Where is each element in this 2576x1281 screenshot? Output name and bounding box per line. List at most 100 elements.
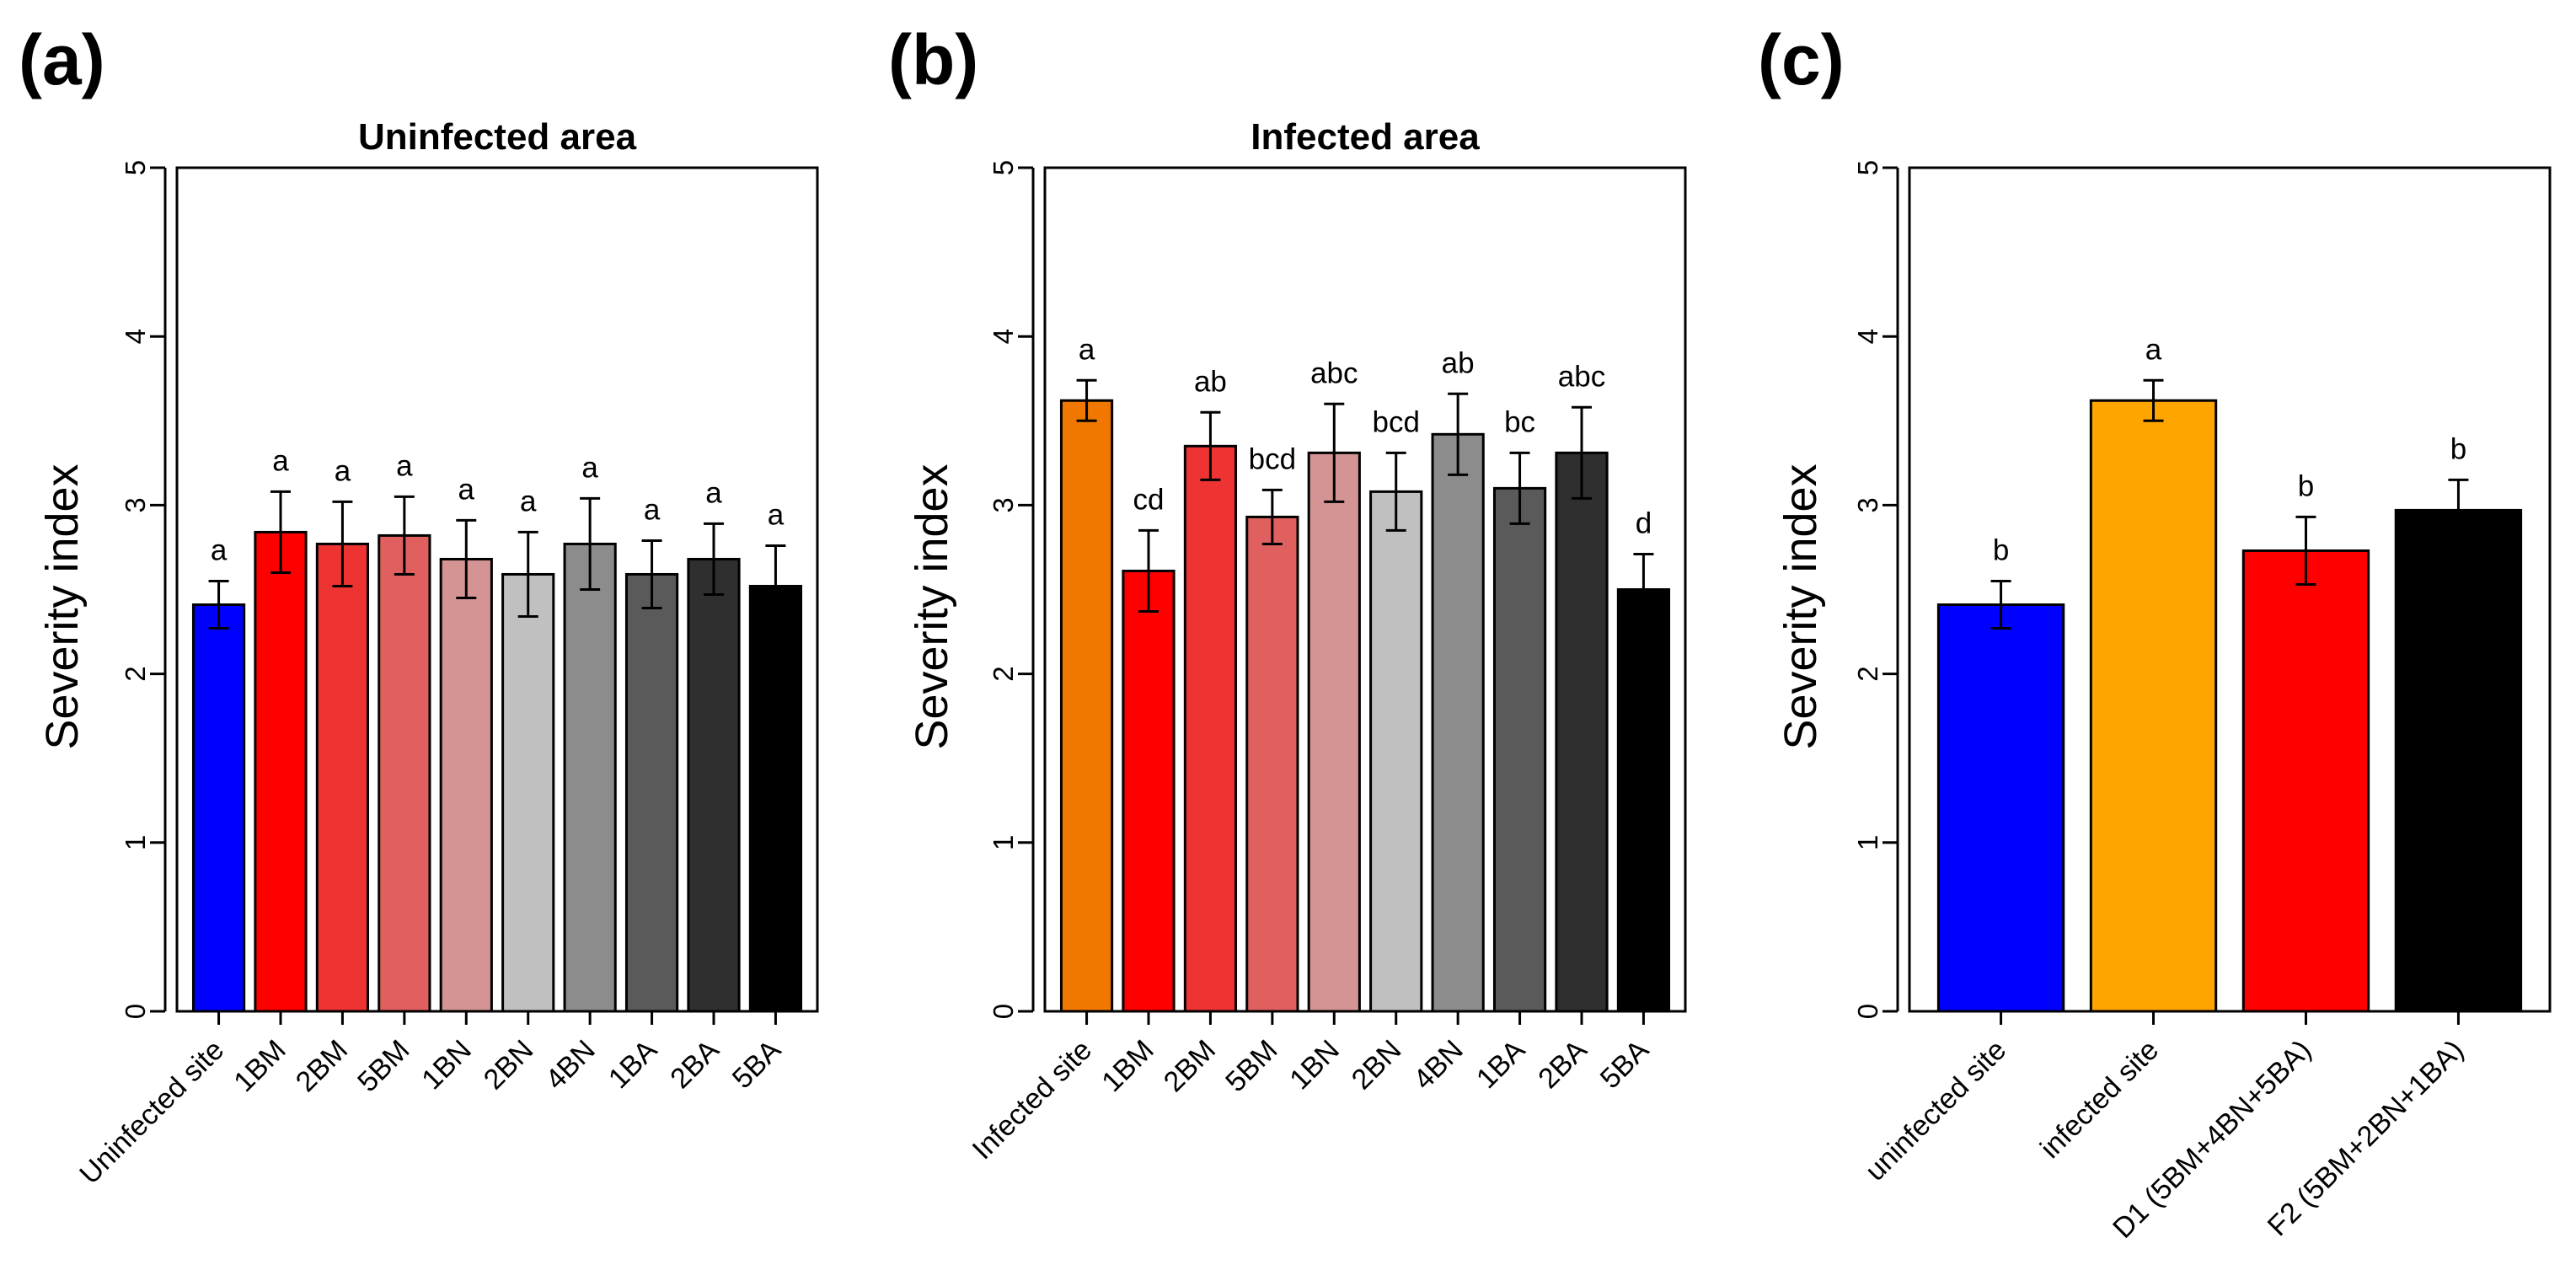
x-tick-label: infected site — [2034, 1034, 2165, 1165]
x-tick-label: Infected site — [967, 1034, 1099, 1166]
bar — [1369, 490, 1423, 1013]
significance-label: ab — [1194, 365, 1227, 398]
x-tick-label: 2BA — [1532, 1034, 1593, 1096]
y-tick-label: 4 — [120, 329, 151, 344]
significance-label: bc — [1504, 405, 1535, 438]
y-tick-label: 4 — [1852, 329, 1883, 344]
y-axis-a: 0 1 2 3 4 5 — [120, 160, 167, 1019]
chart-title-b: Infected area — [1251, 116, 1480, 158]
chart-title-a: Uninfected area — [358, 116, 637, 158]
y-tick-label: 2 — [120, 666, 151, 681]
y-tick-label: 5 — [120, 160, 151, 175]
significance-label: a — [520, 485, 537, 517]
bar — [1059, 399, 1114, 1013]
significance-label: b — [2298, 469, 2314, 502]
bar — [748, 584, 803, 1013]
y-tick-label: 0 — [988, 1004, 1019, 1019]
x-tick-label: 4BN — [1407, 1034, 1470, 1096]
significance-label: cd — [1133, 483, 1165, 516]
bar — [1936, 603, 2065, 1013]
significance-label: d — [1636, 507, 1652, 539]
x-tick-label: Uninfected site — [73, 1034, 230, 1191]
x-tick-label: 5BM — [351, 1034, 415, 1098]
bar — [378, 533, 431, 1013]
y-tick-label: 0 — [1852, 1004, 1883, 1019]
y-tick-label: 1 — [120, 835, 151, 850]
bar — [687, 557, 741, 1013]
bar — [2394, 508, 2523, 1013]
bar — [1616, 588, 1671, 1013]
plot-frame-c — [1908, 166, 2552, 1013]
x-tick-label: 2BN — [478, 1034, 540, 1096]
y-tick-label: 3 — [120, 497, 151, 512]
bar — [624, 572, 679, 1013]
x-tick-label: 5BA — [726, 1034, 788, 1096]
significance-label: a — [768, 498, 785, 531]
y-tick-label: 4 — [988, 329, 1019, 344]
y-tick-label: 2 — [1852, 666, 1883, 681]
significance-label: a — [335, 454, 351, 487]
y-axis-c: 0 1 2 3 4 5 — [1852, 160, 1899, 1019]
x-tick-label: 5BM — [1219, 1034, 1283, 1098]
significance-label: a — [458, 473, 475, 506]
x-tick-label: 1BM — [1095, 1034, 1159, 1098]
bars-a: a a a a a a a a a a — [191, 444, 803, 1013]
x-tick-label: 2BA — [664, 1034, 726, 1096]
bar — [191, 603, 246, 1013]
panel-a: (a) Uninfected area Severity index 0 1 2 3 4… — [19, 20, 819, 1191]
y-tick-label: 5 — [1852, 160, 1883, 175]
x-tick-label: 5BA — [1594, 1034, 1656, 1096]
bar — [501, 572, 555, 1013]
plot-frame-b — [1043, 166, 1687, 1013]
bar — [1183, 444, 1238, 1013]
x-tick-label: 1BN — [415, 1034, 478, 1096]
bar — [2089, 399, 2218, 1013]
y-axis-label-c: Severity index — [1775, 464, 1826, 749]
x-tick-label: uninfected site — [1859, 1034, 2012, 1187]
y-axis-b: 0 1 2 3 4 5 — [988, 160, 1035, 1019]
y-tick-label: 5 — [988, 160, 1019, 175]
significance-label: a — [705, 476, 722, 509]
panel-label-c: (c) — [1758, 20, 1845, 99]
significance-label: a — [581, 451, 598, 484]
bar — [1122, 569, 1176, 1013]
significance-label: a — [2145, 333, 2162, 366]
significance-label: a — [211, 533, 228, 566]
y-tick-label: 2 — [988, 666, 1019, 681]
bar — [1555, 451, 1609, 1013]
panel-b: (b) Infected area Severity index 012345 … — [888, 20, 1687, 1166]
x-tick-label: 2BN — [1346, 1034, 1408, 1096]
bar — [1431, 432, 1485, 1013]
significance-label: ab — [1442, 346, 1475, 379]
x-tick-label: 2BM — [1158, 1034, 1222, 1098]
y-tick-label: 1 — [988, 835, 1019, 850]
bar — [315, 542, 370, 1013]
x-tick-label: 1BA — [1470, 1034, 1532, 1096]
x-tick-label: 2BM — [290, 1034, 354, 1098]
x-tick-label: 1BN — [1283, 1034, 1346, 1096]
bar — [254, 530, 308, 1013]
significance-label: bcd — [1372, 405, 1419, 438]
significance-label: a — [1079, 333, 1095, 366]
significance-label: a — [644, 493, 661, 526]
x-tick-label: 4BN — [539, 1034, 602, 1096]
bar — [2241, 549, 2370, 1013]
panel-label-b: (b) — [888, 20, 978, 99]
significance-label: b — [2450, 432, 2466, 465]
bars-c: b a b b — [1936, 333, 2523, 1013]
y-tick-label: 3 — [1852, 497, 1883, 512]
x-tick-label: 1BM — [228, 1034, 292, 1098]
x-tick-label: 1BA — [602, 1034, 664, 1096]
y-axis-label-b: Severity index — [907, 464, 957, 749]
significance-label: b — [1993, 533, 2009, 566]
significance-label: a — [272, 444, 289, 477]
y-tick-label: 1 — [1852, 835, 1883, 850]
plot-frame-a — [175, 166, 819, 1013]
bar — [1492, 486, 1547, 1013]
bar — [1245, 515, 1299, 1013]
